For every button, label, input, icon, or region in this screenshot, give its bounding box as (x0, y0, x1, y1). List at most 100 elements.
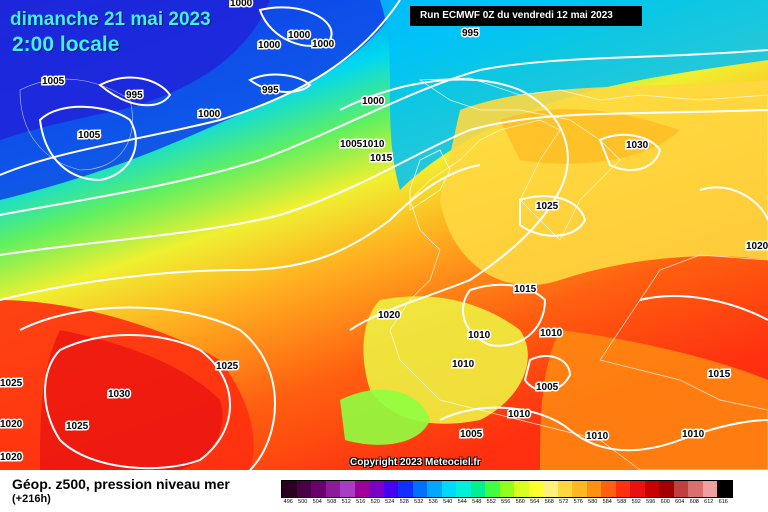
scale-tick-label: 536 (428, 499, 438, 505)
isobar-label: 1025 (66, 421, 89, 432)
azores-high-inner (40, 330, 223, 470)
isobar-label: 1010 (468, 330, 491, 341)
scale-swatch (557, 481, 572, 497)
isobar-label: 1005 (536, 382, 559, 393)
cold-core (0, 0, 270, 140)
isobar-label: 1005 (460, 429, 483, 440)
greenland-outline (19, 78, 133, 171)
scale-swatch (485, 481, 500, 497)
scale-swatch (369, 481, 384, 497)
isobar-line (339, 78, 569, 331)
scale-swatch (601, 481, 616, 497)
scale-swatch (441, 481, 456, 497)
scale-swatch (470, 481, 485, 497)
scale-tick-label: 604 (675, 499, 685, 505)
scale-tick-label: 560 (515, 499, 525, 505)
isobar-line (0, 164, 481, 301)
legend-subtitle: (+216h) (12, 493, 51, 505)
isobar-label: 1025 (536, 201, 559, 212)
isobar-label: 1005 (78, 130, 101, 141)
isobar-label: 995 (262, 85, 279, 96)
isobar-label: 1000 (198, 109, 221, 120)
scale-tick-label: 524 (385, 499, 395, 505)
isobar-ring (98, 76, 172, 107)
scale-tick-label: 580 (588, 499, 598, 505)
med-east-warm (540, 330, 768, 470)
scale-tick-label: 528 (399, 499, 409, 505)
scale-swatch (383, 481, 398, 497)
forecast-date: dimanche 21 mai 2023 (10, 9, 211, 30)
scale-tick-label: 592 (631, 499, 641, 505)
isobar-ring (248, 73, 312, 93)
scale-swatch (688, 481, 703, 497)
scale-tick-label: 572 (559, 499, 569, 505)
scale-tick-label: 500 (298, 499, 308, 505)
scale-swatch (586, 481, 601, 497)
isobar-label: 1025 (216, 361, 239, 372)
scale-swatch (514, 481, 529, 497)
scale-swatch (717, 481, 732, 497)
isobar-label: 1015 (514, 284, 537, 295)
scale-swatch (398, 481, 413, 497)
isobar-label: 1020 (0, 419, 23, 430)
scale-tick-label: 600 (660, 499, 670, 505)
scale-tick-label: 548 (472, 499, 482, 505)
scale-tick-label: 520 (370, 499, 380, 505)
land-borders (389, 77, 768, 470)
isobar-label: 1010 (508, 409, 531, 420)
isobar-line (0, 49, 768, 216)
scale-tick-label: 540 (443, 499, 453, 505)
scale-tick-label: 612 (704, 499, 714, 505)
isobar-label: 1000 (230, 0, 253, 9)
scale-swatch (543, 481, 558, 497)
scale-tick-label: 544 (457, 499, 467, 505)
scale-swatch (311, 481, 326, 497)
isobar-label: 1000 (258, 40, 281, 51)
scale-swatch (325, 481, 340, 497)
scale-tick-label: 512 (341, 499, 351, 505)
scale-swatch (528, 481, 543, 497)
legend-title: Géop. z500, pression niveau mer (12, 476, 230, 492)
isobar-labels: 1000 1000 1000 1000 995 995 995 1005 100… (0, 0, 768, 465)
isobar-label: 1005 (42, 76, 65, 87)
scale-tick-label: 584 (602, 499, 612, 505)
isobar-line (439, 406, 768, 452)
weather-map: 1000 1000 1000 1000 995 995 995 1005 100… (0, 0, 768, 470)
scale-tick-label: 504 (312, 499, 322, 505)
scale-tick-label: 596 (646, 499, 656, 505)
isobar-ring (38, 105, 137, 182)
isobar-ring (461, 283, 547, 347)
isobar-label: 1020 (0, 452, 23, 463)
iberia-zone (363, 296, 528, 424)
scale-tick-label: 516 (356, 499, 366, 505)
isobar-ring (258, 6, 333, 47)
britain-outline (409, 149, 451, 211)
scale-tick-label: 556 (501, 499, 511, 505)
scale-tick-label: 508 (327, 499, 337, 505)
scale-swatch (412, 481, 427, 497)
isobar-label: 1030 (626, 140, 649, 151)
scale-swatch (630, 481, 645, 497)
isobar-label: 1010 (682, 429, 705, 440)
scale-swatch (427, 481, 442, 497)
scale-swatch (282, 481, 297, 497)
isobar-ring (523, 355, 572, 392)
scale-tick-label: 564 (530, 499, 540, 505)
isobar-label: 1010 (540, 328, 563, 339)
isobar-ring (44, 334, 231, 470)
isobar-line (0, 0, 401, 176)
scale-swatch (702, 481, 717, 497)
isobar-label: 1000 (312, 39, 335, 50)
map-canvas: 1000 1000 1000 1000 995 995 995 1005 100… (0, 0, 768, 470)
isobar-label: 1010 (452, 359, 475, 370)
model-run-info: Run ECMWF 0Z du vendredi 12 mai 2023 (410, 6, 642, 26)
isobar-line (639, 295, 768, 321)
scale-swatch (296, 481, 311, 497)
scale-swatch (572, 481, 587, 497)
legend-bar: Géop. z500, pression niveau mer (+216h) … (0, 470, 768, 512)
isobar-label: 1025 (0, 378, 23, 389)
isobar-line (0, 109, 768, 256)
isobar-label: 1015 (708, 369, 731, 380)
scale-swatch (615, 481, 630, 497)
isobar-ring (598, 133, 662, 171)
